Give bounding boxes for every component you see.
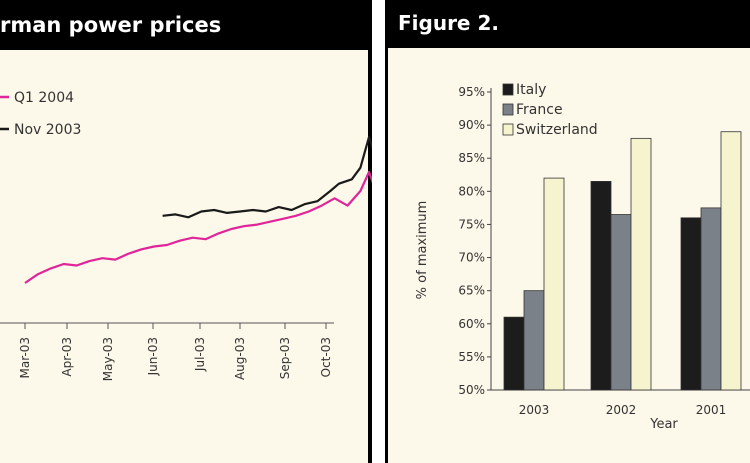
x-tick-label: 2002 [606,403,637,417]
bar-france-2003 [523,290,545,391]
series-line-q1-2004 [24,170,372,284]
y-tick-label: 95% [458,85,485,99]
x-tick-label: Apr-03 [60,337,74,377]
bar-italy-2002 [590,180,612,391]
bar-chart: 50% 55% 60% 65% 70% 75% 80% 85% 90% 95% % of maxim… [415,82,750,432]
line-chart: Mar-03 Apr-03 May-03 Jun-03 Jul-03 Aug-03 Sep-… [0,90,372,381]
y-tick-label: 50% [458,383,485,397]
figure-2-panel: Figure 2. 50% 55% 60% 65% 70% 75% 80% 85% 90% 95%… [385,0,750,463]
x-tick-label: 2001 [696,403,727,417]
bar-switzerland-2002 [630,137,652,391]
chart-title: rman power prices [0,0,368,50]
x-tick-label: Jul-03 [193,337,207,372]
x-tick-label: Oct-03 [319,337,333,377]
legend-swatch [502,83,514,96]
bar-switzerland-2001 [720,131,742,391]
y-tick-label: 75% [458,217,485,231]
x-tick-label: Aug-03 [233,337,247,380]
x-tick-label: Jun-03 [146,337,160,376]
bar-switzerland-2003 [543,177,565,391]
series-line-nov-2003 [162,135,372,219]
bar-france-2002 [610,214,632,391]
y-axis-title: % of maximum [415,201,430,300]
legend-label: Italy [516,82,546,98]
figure-title: Figure 2. [388,0,750,48]
x-tick-label: Mar-03 [18,337,32,378]
legend-swatch [502,103,514,116]
y-tick-label: 85% [458,151,485,165]
bar-france-2001 [700,207,722,391]
x-tick-label: Sep-03 [278,337,292,379]
y-tick-label: 60% [458,317,485,331]
bar-italy-2001 [680,217,702,391]
y-tick-label: 80% [458,184,485,198]
legend-label: Nov 2003 [14,122,81,138]
plot-area [0,50,368,463]
bar-italy-2003 [503,316,525,391]
legend-label: France [516,102,563,118]
x-tick-label: May-03 [101,337,115,381]
power-prices-panel: rman power prices Mar-03 Apr-03 May-03 Jun-… [0,0,372,463]
x-axis-title: Year [649,417,678,432]
y-tick-label: 65% [458,284,485,298]
legend-label: Q1 2004 [14,90,74,106]
legend-label: Switzerland [516,122,598,138]
y-tick-label: 70% [458,251,485,265]
y-tick-label: 55% [458,350,485,364]
y-tick-label: 90% [458,118,485,132]
legend-swatch [502,123,514,136]
x-tick-label: 2003 [519,403,550,417]
